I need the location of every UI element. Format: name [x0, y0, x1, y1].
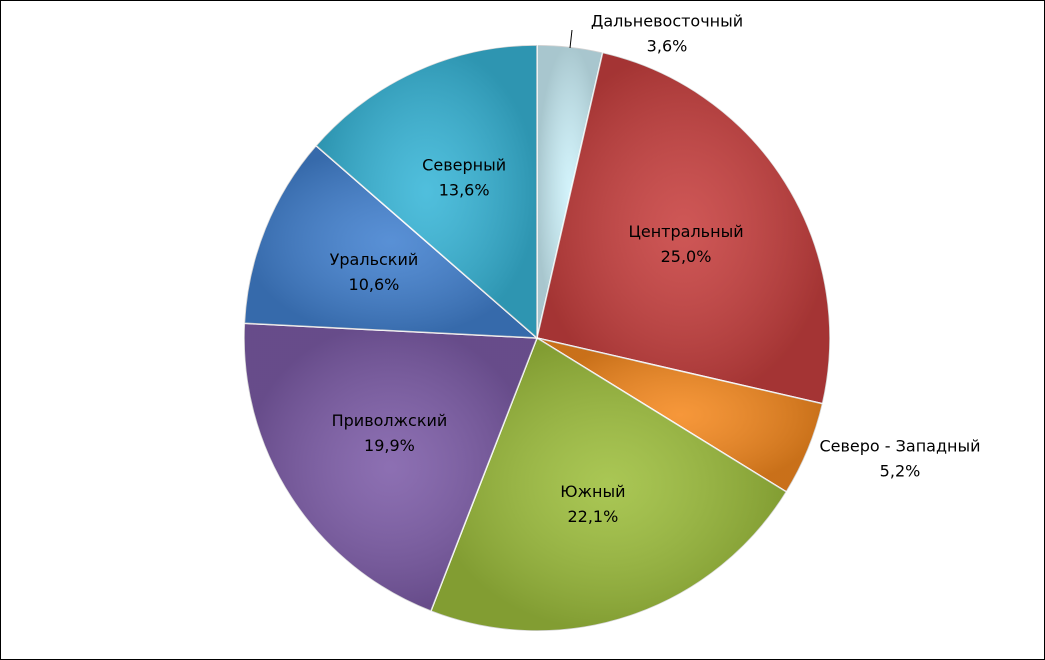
- slice-shade: [316, 45, 537, 338]
- value-label: 5,2%: [880, 462, 921, 481]
- category-label: Северный: [422, 156, 506, 175]
- slice-shade: [537, 338, 823, 492]
- value-label: 22,1%: [567, 507, 618, 526]
- slice-shade: [430, 338, 787, 631]
- category-label: Приволжский: [332, 411, 448, 430]
- category-label: Центральный: [628, 222, 743, 241]
- category-label: Северо - Западный: [819, 437, 980, 456]
- value-label: 3,6%: [647, 37, 688, 56]
- leader-line: [569, 29, 573, 49]
- value-label: 10,6%: [349, 275, 400, 294]
- slice-shade: [244, 323, 538, 612]
- value-label: 25,0%: [661, 247, 712, 266]
- slice-shade: [537, 52, 831, 404]
- category-label: Уральский: [330, 250, 419, 269]
- slice-shade: [244, 145, 538, 338]
- category-label: Южный: [560, 482, 625, 501]
- value-label: 13,6%: [439, 181, 490, 200]
- category-label: Дальневосточный: [591, 12, 743, 31]
- value-label: 19,9%: [364, 436, 415, 455]
